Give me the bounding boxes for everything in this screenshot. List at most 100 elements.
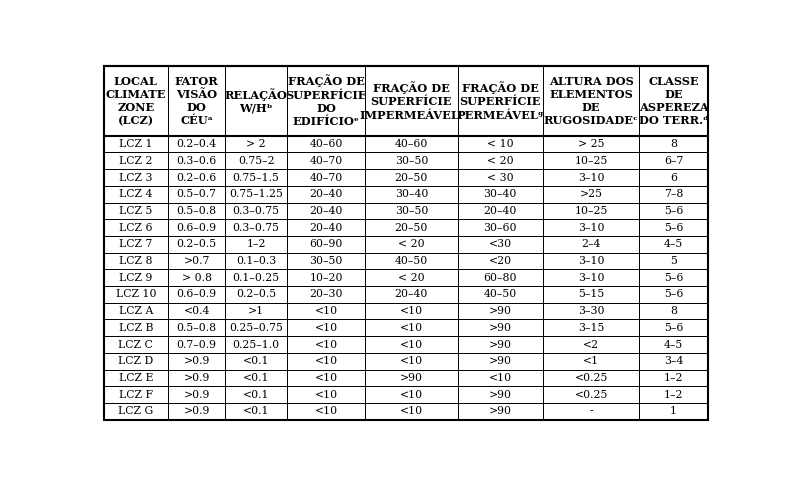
Bar [168, 303, 225, 320]
Text: 40–70: 40–70 [310, 173, 343, 183]
Text: 0.6–0.9: 0.6–0.9 [177, 223, 216, 233]
Bar [225, 353, 287, 370]
Text: <0.25: <0.25 [574, 373, 608, 383]
Text: < 20: < 20 [398, 240, 425, 249]
Bar [225, 403, 287, 420]
Bar [457, 370, 543, 386]
Text: <10: <10 [314, 356, 337, 366]
Bar [287, 136, 365, 152]
Bar [168, 403, 225, 420]
Bar [639, 336, 708, 353]
Text: 30–50: 30–50 [395, 156, 428, 166]
Text: LCZ F: LCZ F [118, 389, 153, 400]
Bar [168, 236, 225, 253]
Bar [225, 320, 287, 336]
Bar [103, 303, 168, 320]
Text: >90: >90 [489, 306, 512, 316]
Bar [287, 152, 365, 169]
Bar [639, 403, 708, 420]
Text: 5–6: 5–6 [664, 273, 683, 283]
Bar [457, 269, 543, 286]
Text: 0.2–0.5: 0.2–0.5 [177, 240, 216, 249]
Bar [457, 336, 543, 353]
Bar [225, 219, 287, 236]
Bar [457, 186, 543, 202]
Text: 5–6: 5–6 [664, 206, 683, 216]
Text: 7–8: 7–8 [664, 189, 683, 199]
Bar [287, 303, 365, 320]
Text: LCZ B: LCZ B [118, 323, 153, 333]
Bar [457, 202, 543, 219]
Text: <2: <2 [583, 339, 599, 349]
Text: <0.4: <0.4 [183, 306, 210, 316]
Text: 40–70: 40–70 [310, 156, 343, 166]
Bar [543, 386, 639, 403]
Bar [103, 136, 168, 152]
Text: <30: <30 [489, 240, 512, 249]
Text: >0.9: >0.9 [183, 373, 210, 383]
Bar [543, 403, 639, 420]
Text: 20–40: 20–40 [395, 290, 428, 299]
Text: 1: 1 [670, 406, 677, 416]
Bar [543, 219, 639, 236]
Bar [639, 186, 708, 202]
Text: 1–2: 1–2 [664, 373, 683, 383]
Bar [225, 202, 287, 219]
Text: <0.1: <0.1 [243, 406, 269, 416]
Text: 30–50: 30–50 [395, 206, 428, 216]
Text: >90: >90 [489, 356, 512, 366]
Bar [365, 286, 457, 303]
Bar [168, 286, 225, 303]
Text: LCZ 3: LCZ 3 [119, 173, 152, 183]
Bar [287, 286, 365, 303]
Text: 10–25: 10–25 [574, 206, 608, 216]
Text: >0.9: >0.9 [183, 389, 210, 400]
Bar [639, 386, 708, 403]
Bar [168, 336, 225, 353]
Text: LCZ G: LCZ G [118, 406, 153, 416]
Bar [543, 253, 639, 269]
Bar [103, 169, 168, 186]
Text: LCZ 10: LCZ 10 [115, 290, 156, 299]
Text: <10: <10 [314, 323, 337, 333]
Bar [103, 236, 168, 253]
Bar [543, 186, 639, 202]
Bar [287, 219, 365, 236]
Text: >0.7: >0.7 [183, 256, 210, 266]
Bar [168, 152, 225, 169]
Bar [543, 152, 639, 169]
Bar [287, 320, 365, 336]
Bar [457, 286, 543, 303]
Bar [287, 403, 365, 420]
Bar [457, 169, 543, 186]
Bar [543, 236, 639, 253]
Bar [168, 320, 225, 336]
Bar [365, 236, 457, 253]
Bar [225, 336, 287, 353]
Bar [543, 66, 639, 136]
Text: 4–5: 4–5 [664, 339, 683, 349]
Text: 6–7: 6–7 [664, 156, 683, 166]
Bar [457, 66, 543, 136]
Text: 20–40: 20–40 [310, 223, 343, 233]
Text: 20–40: 20–40 [310, 189, 343, 199]
Text: 6: 6 [670, 173, 677, 183]
Text: LCZ A: LCZ A [118, 306, 153, 316]
Bar [225, 303, 287, 320]
Bar [287, 370, 365, 386]
Bar [103, 253, 168, 269]
Text: RELAÇÃO
W/Hᵇ: RELAÇÃO W/Hᵇ [224, 88, 288, 114]
Text: 0.3–0.75: 0.3–0.75 [232, 223, 280, 233]
Text: 1–2: 1–2 [246, 240, 266, 249]
Bar [639, 370, 708, 386]
Text: 0.75–1.25: 0.75–1.25 [229, 189, 283, 199]
Text: <0.1: <0.1 [243, 373, 269, 383]
Text: > 25: > 25 [578, 139, 604, 149]
Bar [103, 320, 168, 336]
Text: 0.3–0.6: 0.3–0.6 [176, 156, 216, 166]
Bar [168, 269, 225, 286]
Text: LCZ 4: LCZ 4 [119, 189, 152, 199]
Bar [639, 136, 708, 152]
Text: < 20: < 20 [398, 273, 425, 283]
Bar [365, 320, 457, 336]
